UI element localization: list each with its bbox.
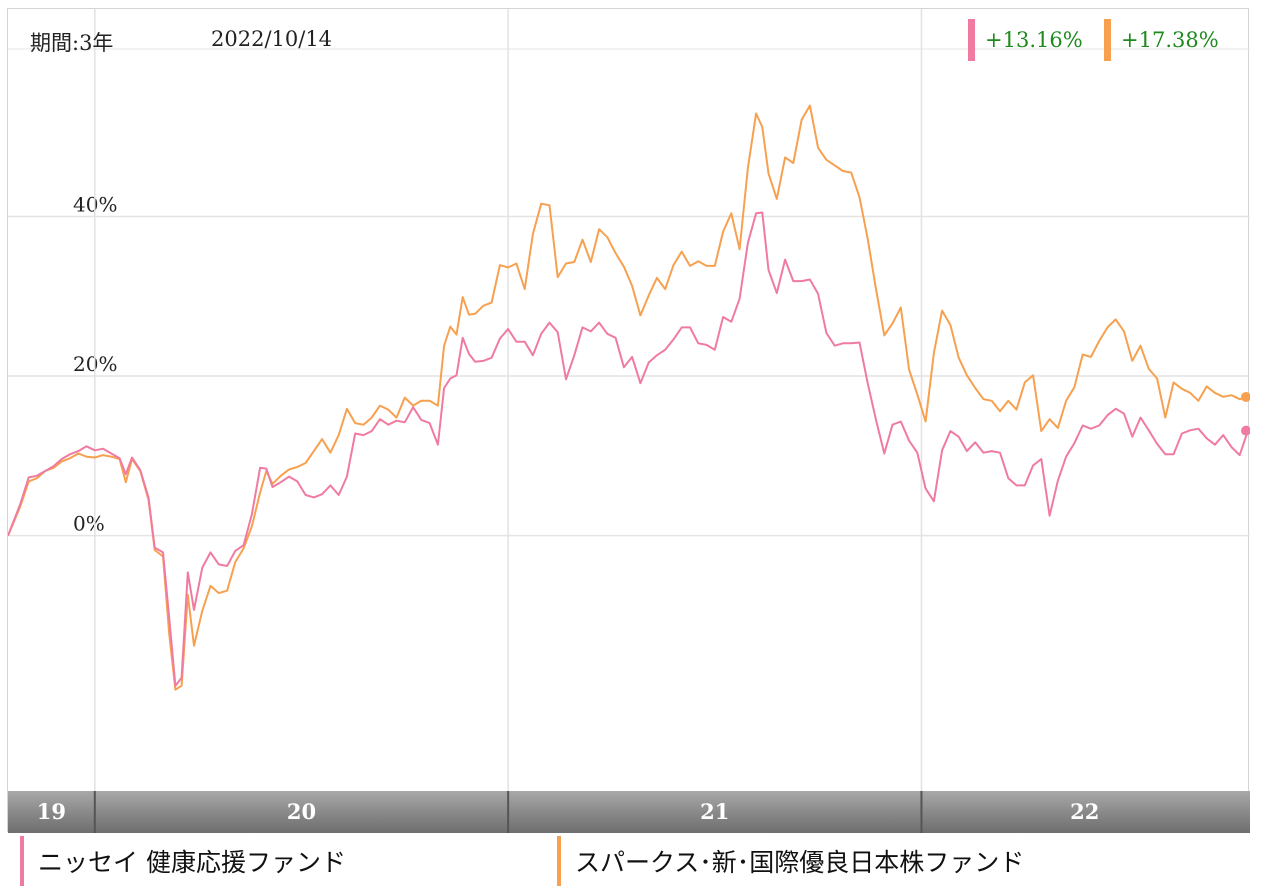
return-value: +13.16%	[985, 28, 1083, 52]
legend-item-sparx[interactable]: スパークス･新･国際優良日本株ファンド	[557, 836, 1024, 886]
year-label: 21	[700, 799, 729, 824]
year-strip	[8, 791, 1250, 833]
legend-item-nissay[interactable]: ニッセイ 健康応援ファンド	[20, 836, 346, 886]
legend: ニッセイ 健康応援ファンド スパークス･新･国際優良日本株ファンド	[7, 836, 1249, 888]
legend-label: ニッセイ 健康応援ファンド	[38, 848, 346, 877]
year-label: 19	[37, 799, 66, 824]
return-color-bar	[968, 19, 975, 61]
end-point-sparx	[1241, 391, 1250, 402]
series-line-nissay	[8, 211, 1249, 687]
legend-label: スパークス･新･国際優良日本株ファンド	[575, 848, 1025, 877]
series-line-sparx	[8, 104, 1249, 691]
period-label[interactable]: 期間:3年	[30, 31, 114, 55]
end-point-nissay	[1241, 425, 1250, 436]
y-tick-label: 0%	[73, 512, 105, 536]
return-color-bar	[1104, 19, 1111, 61]
return-badge-nissay: +13.16%	[968, 19, 1083, 61]
return-value: +17.38%	[1121, 28, 1219, 52]
year-label: 20	[287, 799, 316, 824]
legend-color-bar	[20, 836, 24, 886]
legend-color-bar	[557, 836, 561, 886]
year-label: 22	[1070, 799, 1099, 824]
chart-date: 2022/10/14	[211, 27, 333, 51]
chart-svg: 40%20%0%19 20 21 22	[8, 9, 1250, 833]
chart-area: 40% 20% 0% 19 20 21 22 期間:3年 2022/10/14 +13.16…	[7, 8, 1250, 833]
return-badge-sparx: +17.38%	[1104, 19, 1219, 61]
